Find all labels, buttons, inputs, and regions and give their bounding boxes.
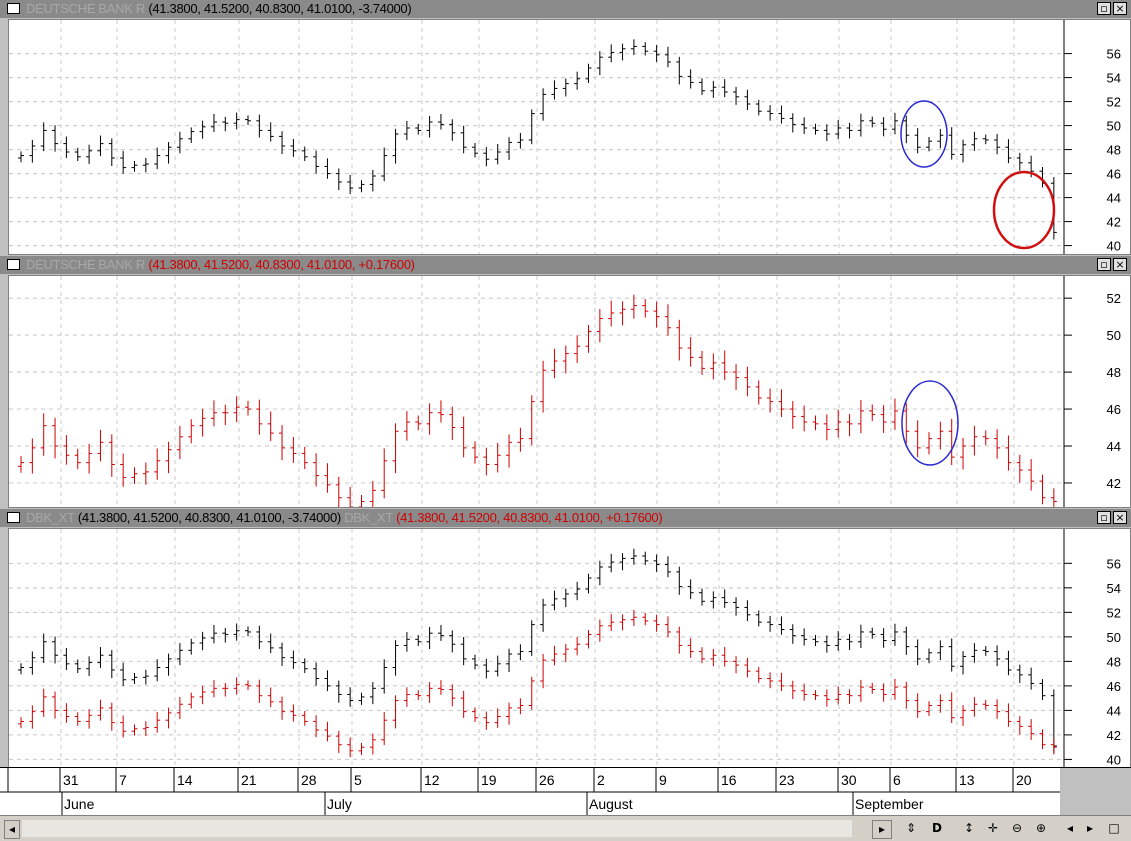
y-tick-label: 50 [1107, 630, 1121, 645]
date-label: 5 [354, 772, 362, 788]
date-label: 21 [241, 772, 257, 788]
scroll-track[interactable] [22, 820, 852, 837]
y-tick-label: 56 [1107, 47, 1121, 62]
y-tick-label: 40 [1107, 239, 1121, 254]
price-plot-area[interactable]: 52 50 48 46 44 42 [8, 275, 1131, 517]
y-tick-label: 42 [1107, 476, 1121, 491]
y-tick-label: 52 [1107, 291, 1121, 306]
series-values-2: (41.3800, 41.5200, 40.8300, 41.0100, +0.… [396, 510, 663, 525]
price-plot-area[interactable]: 56 54 52 50 48 46 44 42 40 [8, 528, 1131, 769]
zoom-out-icon[interactable]: ⊖ [1011, 821, 1023, 835]
pane-menu-icon[interactable] [7, 3, 20, 14]
y-tick-label: 52 [1107, 95, 1121, 110]
y-tick-label: 46 [1107, 402, 1121, 417]
next-icon[interactable]: ▸ [1086, 821, 1094, 835]
red-ellipse [992, 170, 1056, 250]
date-label: 6 [893, 772, 901, 788]
crosshair-icon[interactable]: ✛ [987, 821, 999, 835]
date-label: 19 [481, 772, 497, 788]
chart-pane-2: DEUTSCHE BANK R (41.3800, 41.5200, 40.83… [0, 256, 1131, 517]
y-tick-label: 50 [1107, 328, 1121, 343]
date-label: 2 [597, 772, 605, 788]
d-button[interactable]: D [932, 821, 942, 835]
series-values: (41.3800, 41.5200, 40.8300, 41.0100, +0.… [148, 257, 415, 272]
pane-title: DEUTSCHE BANK R (41.3800, 41.5200, 40.83… [26, 257, 415, 273]
series-name: DEUTSCHE BANK R [26, 257, 146, 272]
y-tick-label: 40 [1107, 752, 1121, 767]
month-label: July [327, 796, 352, 812]
price-chart-svg: 56 54 52 50 48 46 44 42 40 [9, 529, 1121, 768]
pane-title-bar: DEUTSCHE BANK R (41.3800, 41.5200, 40.83… [0, 256, 1131, 274]
series-name: DEUTSCHE BANK R [26, 1, 146, 16]
y-tick-label: 44 [1107, 703, 1121, 718]
y-tick-label: 44 [1107, 439, 1121, 454]
price-chart-svg: 56 54 52 50 48 46 44 42 40 [9, 20, 1121, 254]
date-label: 23 [779, 772, 795, 788]
blue-ellipse [900, 100, 948, 168]
pane-menu-icon[interactable] [7, 512, 20, 523]
y-tick-label: 42 [1107, 215, 1121, 230]
y-tick-label: 54 [1107, 581, 1121, 596]
play-icon[interactable]: ▸ [872, 820, 892, 839]
series-name-2: DBK_XT [344, 510, 393, 525]
date-label: 30 [841, 772, 857, 788]
y-tick-label: 48 [1107, 143, 1121, 158]
month-label: June [64, 796, 95, 812]
close-icon[interactable]: × [1113, 511, 1127, 524]
date-label: 7 [119, 772, 127, 788]
month-label: September [855, 796, 924, 812]
date-label: 31 [63, 772, 79, 788]
close-icon[interactable]: × [1113, 258, 1127, 271]
series-name: DBK_XT [26, 510, 75, 525]
pane-title-bar: DEUTSCHE BANK R (41.3800, 41.5200, 40.83… [0, 0, 1131, 18]
pane-menu-icon[interactable] [7, 259, 20, 270]
zoom-in-icon[interactable]: ⊕ [1035, 821, 1047, 835]
pane-title: DEUTSCHE BANK R (41.3800, 41.5200, 40.83… [26, 1, 412, 17]
restore-icon[interactable]: ▫ [1097, 2, 1111, 15]
y-tick-label: 54 [1107, 71, 1121, 86]
date-label: 26 [539, 772, 555, 788]
close-icon[interactable]: × [1113, 2, 1127, 15]
date-label: 12 [424, 772, 440, 788]
date-axis-svg: 31 7 14 21 28 5 12 19 26 2 9 16 23 30 6 13 20 June July Aug… [0, 768, 1131, 816]
y-tick-label: 46 [1107, 167, 1121, 182]
price-plot-area[interactable]: 56 54 52 50 48 46 44 42 40 [8, 19, 1131, 255]
y-tick-label: 50 [1107, 119, 1121, 134]
axis-corner [1060, 768, 1131, 816]
restore-icon[interactable]: ▫ [1097, 511, 1111, 524]
date-label: 28 [301, 772, 317, 788]
y-tick-label: 48 [1107, 365, 1121, 380]
maximize-icon[interactable]: □ [1108, 821, 1120, 835]
price-chart-svg: 52 50 48 46 44 42 [9, 276, 1121, 517]
y-tick-label: 52 [1107, 605, 1121, 620]
date-label: 16 [721, 772, 737, 788]
prev-icon[interactable]: ◂ [1066, 821, 1074, 835]
date-label: 13 [959, 772, 975, 788]
scroll-left-icon[interactable]: ◂ [4, 820, 20, 839]
date-axis: 31 7 14 21 28 5 12 19 26 2 9 16 23 30 6 13 20 June July Aug… [0, 767, 1131, 816]
chart-pane-3: DBK_XT (41.3800, 41.5200, 40.8300, 41.01… [0, 509, 1131, 769]
vertical-scale-icon[interactable]: ⇕ [905, 821, 917, 835]
y-tick-label: 46 [1107, 679, 1121, 694]
pane-title: DBK_XT (41.3800, 41.5200, 40.8300, 41.01… [26, 510, 663, 526]
restore-icon[interactable]: ▫ [1097, 258, 1111, 271]
pane-title-bar: DBK_XT (41.3800, 41.5200, 40.8300, 41.01… [0, 509, 1131, 527]
move-vertical-icon[interactable]: ↕ [963, 821, 975, 835]
date-label: 14 [177, 772, 193, 788]
chart-pane-1: DEUTSCHE BANK R (41.3800, 41.5200, 40.83… [0, 0, 1131, 255]
y-tick-label: 56 [1107, 556, 1121, 571]
blue-ellipse [901, 380, 959, 466]
y-tick-label: 48 [1107, 654, 1121, 669]
series-values: (41.3800, 41.5200, 40.8300, 41.0100, -3.… [77, 510, 341, 525]
date-label: 9 [659, 772, 667, 788]
y-tick-label: 44 [1107, 191, 1121, 206]
date-label: 20 [1016, 772, 1032, 788]
y-tick-label: 42 [1107, 728, 1121, 743]
month-label: August [589, 796, 633, 812]
series-values: (41.3800, 41.5200, 40.8300, 41.0100, -3.… [148, 1, 412, 16]
toolbar: ◂ ▸ ⇕ D ↕ ✛ ⊖ ⊕ ◂ ▸ □ [0, 815, 1131, 841]
